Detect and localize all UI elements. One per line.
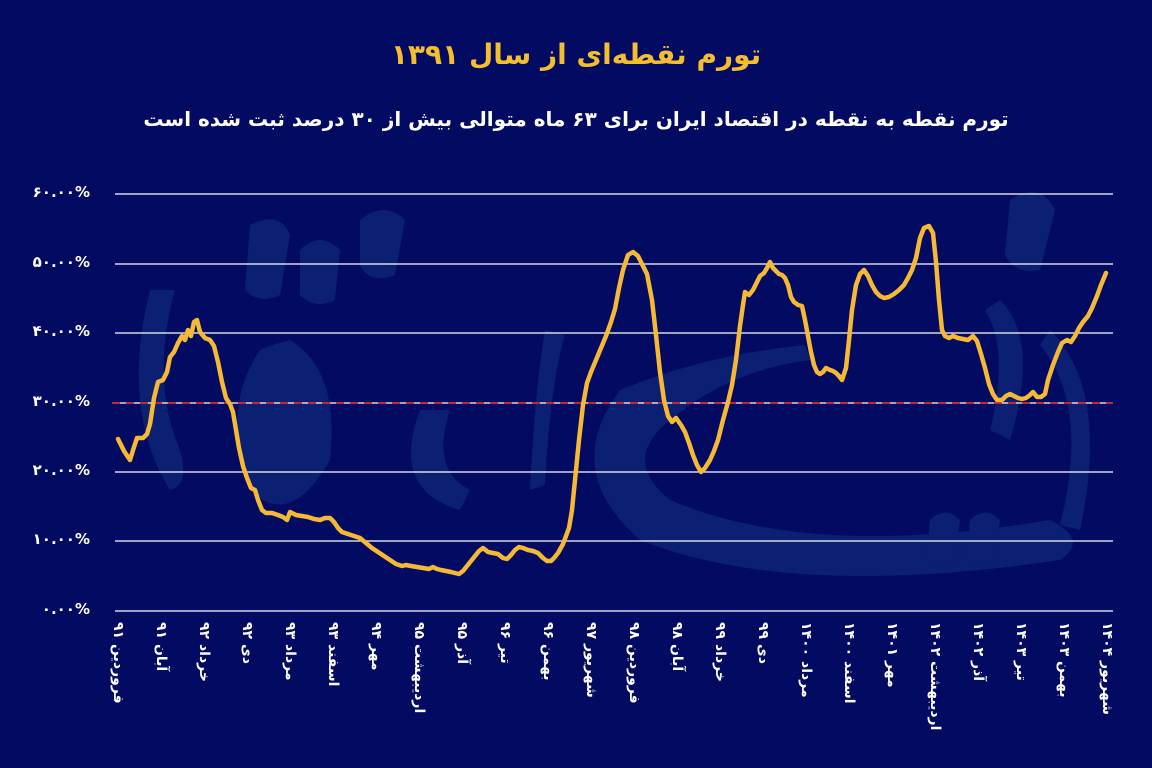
x-tick-label: اردیبهشت ۱۴۰۲ <box>927 622 943 731</box>
y-tick-30: ۳۰.۰۰% <box>32 392 90 410</box>
x-tick-label: بهمن ۱۴۰۳ <box>1056 622 1072 698</box>
x-tick-label: شهریور ۹۷ <box>583 622 599 698</box>
x-tick-label: خرداد ۹۲ <box>196 622 212 682</box>
x-tick-label: آذر ۱۴۰۲ <box>970 622 986 682</box>
x-tick-label: دی ۹۲ <box>239 622 255 664</box>
x-tick-label: اردیبهشت ۹۵ <box>411 622 427 714</box>
x-tick-label: آبان ۹۱ <box>153 622 169 672</box>
x-tick-label: آذر ۹۵ <box>454 622 470 665</box>
x-tick-label: مرداد ۱۴۰۰ <box>798 622 814 698</box>
y-tick-50: ۵۰.۰۰% <box>32 253 90 271</box>
watermark-logo-icon <box>138 192 1090 576</box>
y-tick-10: ۱۰.۰۰% <box>32 530 90 548</box>
x-tick-label: اسفند ۹۳ <box>325 622 341 687</box>
x-tick-label: اسفند ۱۴۰۰ <box>841 622 857 704</box>
inflation-line <box>115 223 1109 577</box>
x-tick-label: شهریور ۱۴۰۴ <box>1099 622 1115 715</box>
chart-subtitle: تورم نقطه به نقطه در اقتصاد ایران برای ۶… <box>143 107 1009 131</box>
y-tick-20: ۲۰.۰۰% <box>32 461 90 479</box>
x-tick-label: مهر ۱۴۰۱ <box>884 622 900 688</box>
y-tick-60: ۶۰.۰۰% <box>32 183 90 201</box>
x-tick-label: آبان ۹۸ <box>669 622 685 672</box>
x-tick-label: تیر ۱۴۰۳ <box>1013 622 1029 681</box>
x-tick-label: دی ۹۹ <box>755 622 771 664</box>
x-tick-label: فروردین ۹۱ <box>110 622 126 704</box>
y-tick-0: ۰.۰۰% <box>41 600 90 618</box>
x-tick-label: فروردین ۹۸ <box>626 622 642 704</box>
x-tick-label: مرداد ۹۳ <box>282 622 298 681</box>
x-tick-label: تیر ۹۶ <box>497 622 513 664</box>
y-tick-40: ۴۰.۰۰% <box>32 322 90 340</box>
x-tick-label: مهر ۹۴ <box>368 622 384 671</box>
gridlines <box>115 193 1113 612</box>
x-tick-label: بهمن ۹۶ <box>540 622 556 681</box>
chart-title: تورم نقطه‌ای از سال ۱۳۹۱ <box>390 38 762 71</box>
x-tick-label: خرداد ۹۹ <box>712 622 728 682</box>
